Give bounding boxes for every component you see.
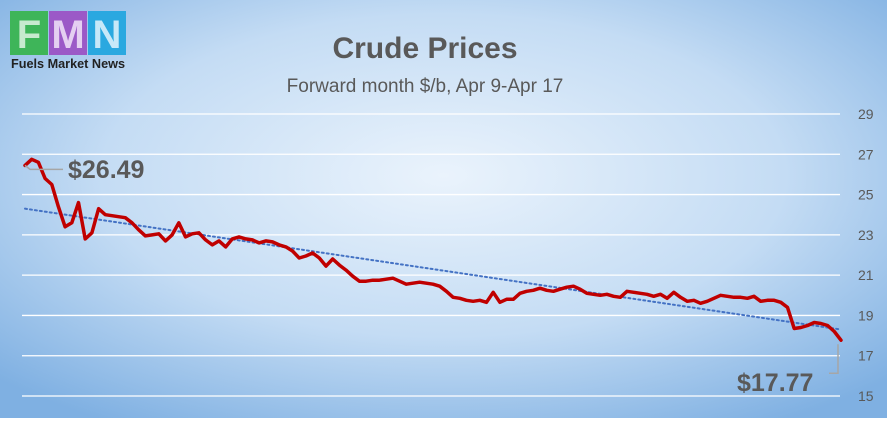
fmn-logo: F M N Fuels Market News xyxy=(10,11,126,71)
annotation-end-label: $17.77 xyxy=(737,369,813,397)
trendline-layer xyxy=(24,207,842,331)
logo-tagline: Fuels Market News xyxy=(11,56,125,71)
series-line-crude-price xyxy=(23,157,843,342)
logo-letter-m: M xyxy=(51,13,84,57)
y-tick-label-17: 17 xyxy=(858,348,874,364)
annotation-start-leader xyxy=(24,164,63,171)
logo-letter-n: N xyxy=(93,13,122,57)
y-axis-tick-labels: 15 17 19 21 23 25 27 29 xyxy=(858,106,874,404)
y-tick-label-25: 25 xyxy=(858,187,874,203)
y-tick-label-21: 21 xyxy=(858,267,874,283)
chart-title: Crude Prices xyxy=(332,32,517,65)
y-tick-label-15: 15 xyxy=(858,388,874,404)
series-layer xyxy=(23,157,843,342)
y-tick-label-29: 29 xyxy=(858,106,874,122)
chart-subtitle: Forward month $/b, Apr 9-Apr 17 xyxy=(287,76,564,97)
gridlines xyxy=(22,113,840,397)
trendline xyxy=(24,207,842,331)
y-tick-label-23: 23 xyxy=(858,227,874,243)
annotation-start-label: $26.49 xyxy=(68,156,144,184)
y-tick-label-27: 27 xyxy=(858,146,874,162)
y-tick-label-19: 19 xyxy=(858,307,874,323)
annotation-end-leader xyxy=(829,344,839,374)
logo-letter-f: F xyxy=(17,13,41,57)
annotations-layer: $26.49 $17.77 xyxy=(24,156,839,397)
